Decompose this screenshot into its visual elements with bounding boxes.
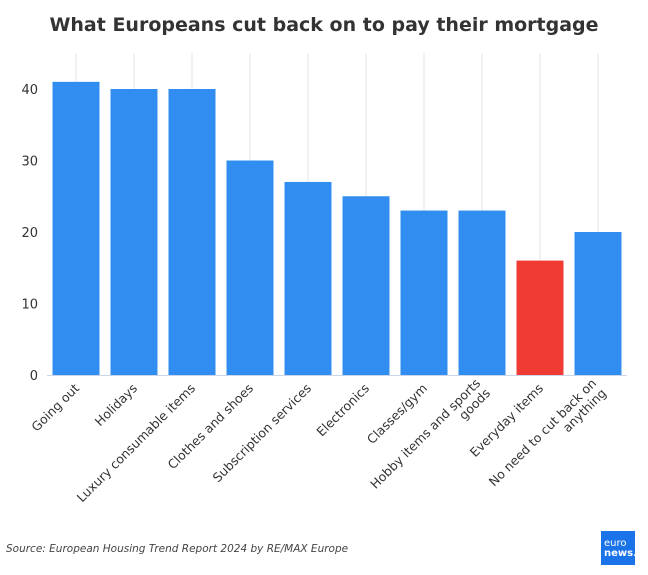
y-tick-label: 0 bbox=[30, 369, 38, 384]
x-tick-label: Going out bbox=[28, 380, 82, 434]
euronews-logo: euro news. bbox=[601, 531, 637, 565]
y-tick-label: 40 bbox=[21, 83, 38, 98]
x-tick-label: Electronics bbox=[313, 381, 372, 440]
x-tick-label: Luxury consumable items bbox=[74, 381, 198, 505]
y-tick-label: 10 bbox=[21, 298, 38, 313]
logo-top: euro bbox=[604, 538, 627, 549]
bar-electronics bbox=[342, 196, 390, 375]
y-tick-label: 30 bbox=[21, 155, 38, 170]
bar-clothes-and-shoes bbox=[226, 160, 274, 375]
logo-bottom: news. bbox=[604, 548, 637, 559]
source-note: Source: European Housing Trend Report 20… bbox=[6, 543, 349, 555]
chart-title: What Europeans cut back on to pay their … bbox=[49, 14, 599, 36]
bar-holidays bbox=[110, 89, 158, 375]
bar-luxury-consumable-items bbox=[168, 89, 216, 375]
bar-classes-gym bbox=[400, 210, 448, 375]
bar-no-need-to-cut-back-on-anything bbox=[574, 232, 622, 375]
bar-going-out bbox=[52, 81, 100, 375]
x-tick-label: Holidays bbox=[92, 381, 140, 429]
x-tick-label: No need to cut back onanything bbox=[486, 376, 609, 499]
bar-subscription-services bbox=[284, 181, 332, 375]
y-tick-label: 20 bbox=[21, 226, 38, 241]
bar-hobby-items-and-sports-goods bbox=[458, 210, 506, 375]
bar-everyday-items bbox=[516, 260, 564, 375]
x-tick-label: Hobby items and sportsgoods bbox=[367, 376, 493, 502]
x-tick-label: Subscription services bbox=[210, 381, 315, 486]
